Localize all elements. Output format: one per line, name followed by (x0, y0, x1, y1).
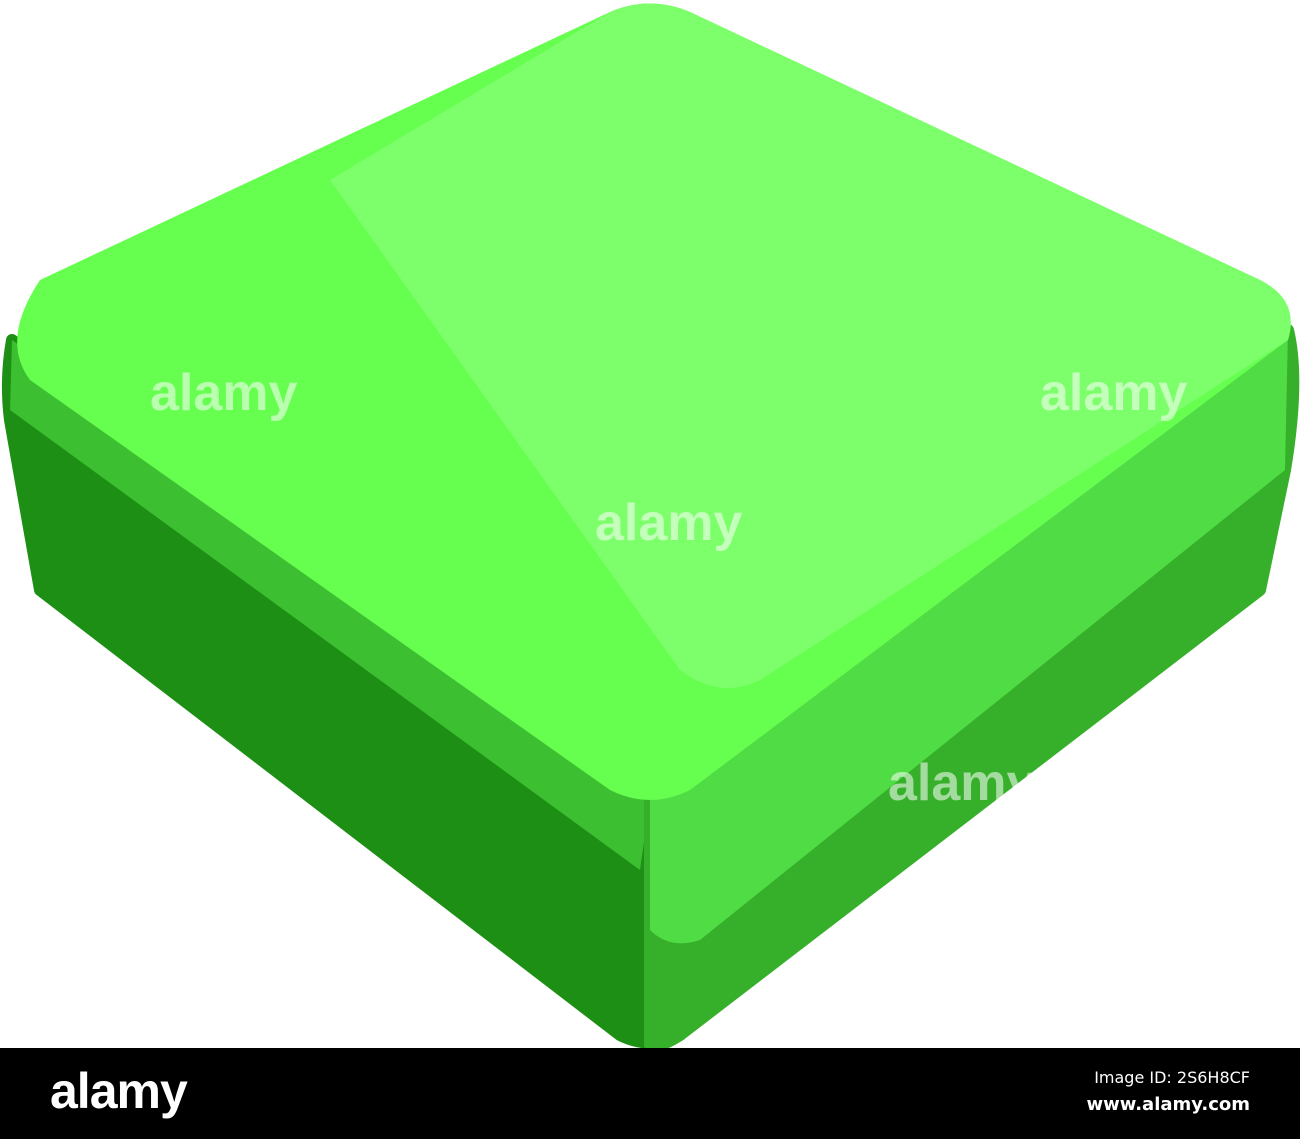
watermark: alamy (1040, 364, 1188, 422)
image-id: Image ID: 2S6H8CF (1094, 1068, 1250, 1087)
watermark: alamy (888, 754, 1036, 812)
watermark: alamy (595, 494, 743, 552)
alamy-logo: alamy (50, 1063, 188, 1119)
green-block-illustration: alamy alamy alamy alamy alamy (1, 3, 1300, 1048)
block-right-band (650, 330, 1288, 944)
watermark: alamy (150, 364, 298, 422)
footer-bar: alamy Image ID: 2S6H8CF www.alamy.com (0, 1048, 1300, 1139)
website-url: www.alamy.com (1086, 1094, 1250, 1115)
block-top-highlight (330, 3, 1291, 688)
